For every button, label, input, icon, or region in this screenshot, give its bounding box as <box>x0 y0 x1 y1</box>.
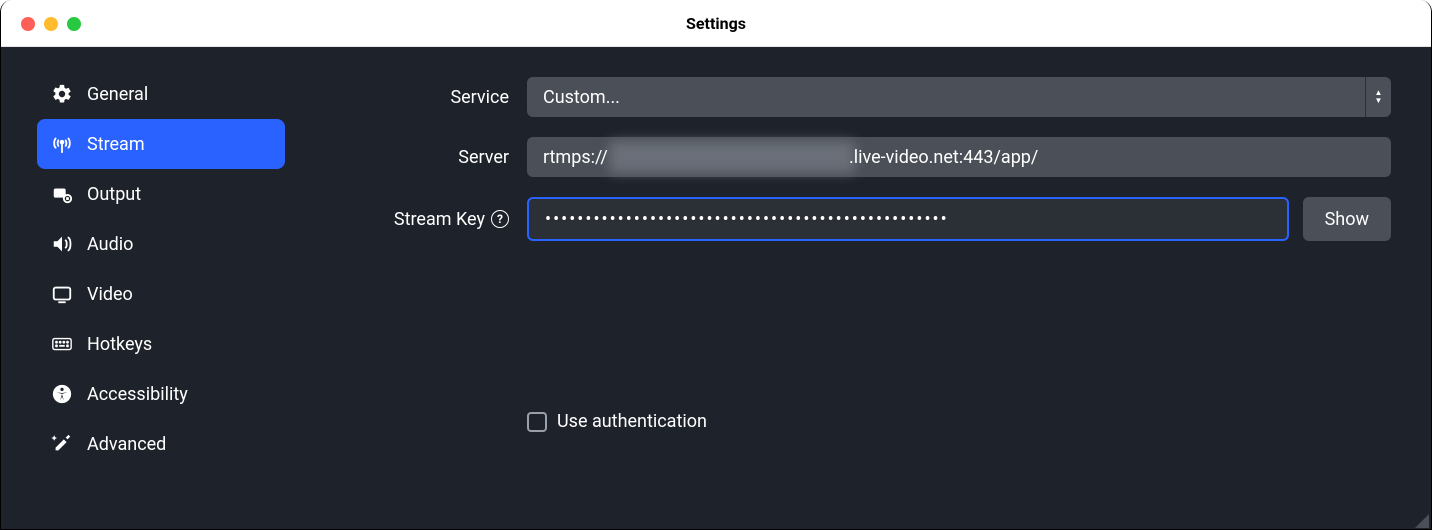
server-input[interactable]: rtmps://xxxxxxxxxxxxxxxxxxxxxxxxxxx.live… <box>527 137 1391 177</box>
titlebar: Settings <box>1 0 1431 47</box>
use-authentication-label: Use authentication <box>557 411 707 432</box>
sidebar-item-label: General <box>87 84 148 105</box>
sidebar-item-label: Stream <box>87 134 145 155</box>
maximize-window-button[interactable] <box>67 17 81 31</box>
sidebar-item-accessibility[interactable]: Accessibility <box>37 369 285 419</box>
show-stream-key-button[interactable]: Show <box>1303 197 1391 241</box>
sidebar-item-stream[interactable]: Stream <box>37 119 285 169</box>
service-row: Service Custom... ▲▼ <box>257 77 1391 117</box>
stream-key-label: Stream Key <box>394 209 485 230</box>
sidebar-item-advanced[interactable]: Advanced <box>37 419 285 469</box>
select-arrows-icon: ▲▼ <box>1365 77 1391 117</box>
close-window-button[interactable] <box>21 17 35 31</box>
sidebar-item-hotkeys[interactable]: Hotkeys <box>37 319 285 369</box>
server-row: Server rtmps://xxxxxxxxxxxxxxxxxxxxxxxxx… <box>257 137 1391 177</box>
use-authentication-checkbox[interactable] <box>527 412 547 432</box>
settings-window: Settings General Stream Output <box>0 0 1432 530</box>
service-selected-value: Custom... <box>527 77 1365 117</box>
sidebar-item-label: Advanced <box>87 434 166 455</box>
monitor-icon <box>51 283 73 305</box>
settings-form: Service Custom... ▲▼ Server rtmps://xx <box>257 47 1431 529</box>
antenna-icon <box>51 133 73 155</box>
sidebar-item-label: Accessibility <box>87 384 188 405</box>
stream-key-input[interactable] <box>527 197 1289 241</box>
sidebar-item-label: Hotkeys <box>87 334 152 355</box>
sidebar-item-output[interactable]: Output <box>37 169 285 219</box>
traffic-lights <box>21 17 81 31</box>
speaker-icon <box>51 233 73 255</box>
sidebar-item-label: Video <box>87 284 133 305</box>
keyboard-icon <box>51 333 73 355</box>
help-icon[interactable]: ? <box>491 210 509 228</box>
sidebar-item-audio[interactable]: Audio <box>37 219 285 269</box>
content-area: General Stream Output Audio <box>1 47 1431 529</box>
sidebar-item-label: Audio <box>87 234 133 255</box>
minimize-window-button[interactable] <box>44 17 58 31</box>
server-label: Server <box>257 147 527 168</box>
service-label: Service <box>257 87 527 108</box>
sidebar-item-label: Output <box>87 184 141 205</box>
gear-icon <box>51 83 73 105</box>
sidebar-item-general[interactable]: General <box>37 69 285 119</box>
window-title: Settings <box>1 14 1431 33</box>
sidebar-item-video[interactable]: Video <box>37 269 285 319</box>
output-icon <box>51 183 73 205</box>
settings-sidebar: General Stream Output Audio <box>1 47 257 529</box>
resize-grip[interactable] <box>1415 513 1429 527</box>
service-select[interactable]: Custom... ▲▼ <box>527 77 1391 117</box>
accessibility-icon <box>51 383 73 405</box>
stream-key-row: Stream Key ? Show <box>257 197 1391 241</box>
tools-icon <box>51 433 73 455</box>
server-prefix-text: rtmps:// <box>543 147 608 168</box>
server-suffix-text: .live-video.net:443/app/ <box>849 147 1038 168</box>
use-authentication-row[interactable]: Use authentication <box>527 411 1391 432</box>
